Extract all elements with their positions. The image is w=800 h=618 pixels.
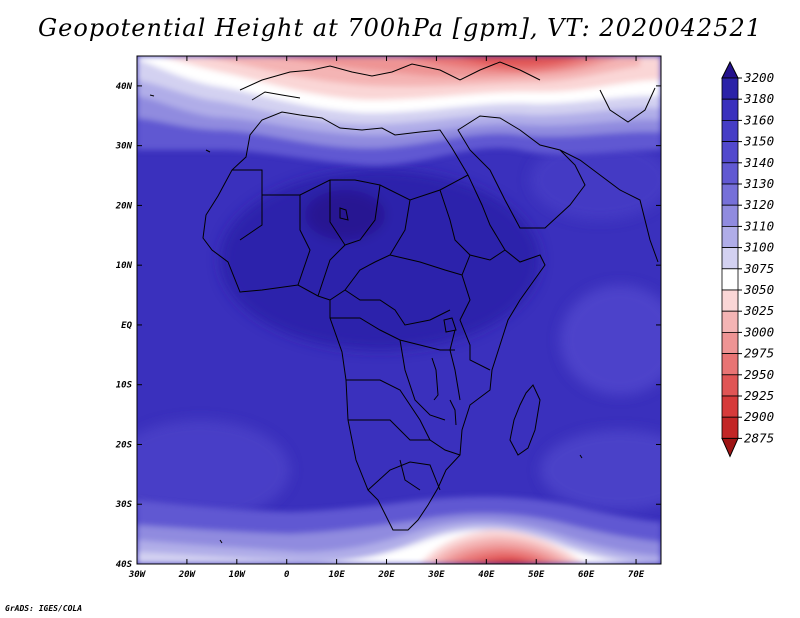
lat-tick-label: 10S [116, 381, 133, 391]
colorbar-level-label: 3120 [743, 197, 774, 212]
colorbar-swatch [721, 77, 739, 100]
height-field [137, 56, 661, 564]
colorbar-level-label: 2900 [744, 409, 774, 424]
lon-tick-label: 60E [578, 570, 595, 580]
colorbar-swatch [721, 225, 739, 248]
colorbar-swatch [721, 98, 739, 121]
colorbar-level-label: 3150 [743, 134, 774, 149]
lon-tick-label: 70E [628, 570, 645, 580]
lat-tick-label: 20N [115, 201, 133, 211]
colorbar-level-label: 2975 [744, 346, 774, 361]
colorbar-swatch [721, 268, 739, 291]
plot-frame [136, 55, 662, 565]
colorbar-level-label: 3130 [743, 176, 774, 191]
colorbar-level-label: 3025 [743, 303, 774, 318]
colorbar-bottom-arrow [721, 437, 739, 458]
colorbar-swatch [721, 204, 739, 227]
colorbar-level-label: 3140 [743, 155, 774, 170]
colorbar-swatch [721, 247, 739, 270]
lon-tick-label: 10E [328, 570, 345, 580]
colorbar-swatch [721, 183, 739, 206]
colorbar-level-label: 3000 [743, 324, 774, 339]
colorbar-level-label: 3100 [743, 240, 774, 255]
lon-tick-label: 50E [528, 570, 545, 580]
colorbar-swatch [721, 395, 739, 418]
lon-tick-label: 20W [178, 570, 197, 580]
lon-tick-label: 20E [377, 570, 395, 580]
colorbar-level-label: 3180 [743, 91, 774, 106]
colorbar-swatch [721, 141, 739, 164]
colorbar-level-label: 3200 [743, 70, 774, 85]
colorbar-level-label: 3110 [743, 218, 774, 233]
lon-tick-label: 0 [284, 570, 290, 580]
latitude-axis: 40N 30N 20N 10N EQ 10S 20S 30S 40S [115, 82, 661, 570]
colorbar-swatch [721, 120, 739, 143]
lat-tick-label: 10N [116, 261, 133, 271]
colorbar-level-label: 3050 [743, 282, 774, 297]
lat-tick-label: 30S [115, 500, 133, 510]
lon-tick-label: 10W [229, 570, 247, 580]
colorbar-swatch [721, 374, 739, 397]
coastlines [149, 61, 659, 544]
lat-tick-label: 30N [115, 142, 133, 152]
lat-tick-label: 40N [116, 82, 133, 92]
colorbar-level-label: 2925 [744, 388, 774, 403]
colorbar-swatch [721, 310, 739, 333]
colorbar-level-label: 3160 [743, 112, 774, 127]
colorbar-level-label: 2875 [744, 430, 774, 445]
longitude-axis: 30W 20W 10W 0 10E 20E 30E 40E 50E 60E 70E [128, 56, 645, 580]
colorbar: 3200 3180 3160 3150 3140 3130 3120 3110 3100 3075… [721, 60, 774, 458]
lon-tick-label: 30E [427, 570, 445, 580]
colorbar-level-label: 2950 [744, 367, 774, 382]
lat-tick-label: 20S [115, 440, 133, 450]
lat-tick-label: EQ [121, 321, 132, 331]
map-title: Geopotential Height at 700hPa [gpm], VT:… [38, 14, 762, 42]
lon-tick-label: 40E [478, 570, 495, 580]
colorbar-swatch [721, 331, 739, 354]
colorbar-swatch [721, 416, 739, 439]
lon-tick-label: 30W [128, 570, 147, 580]
colorbar-level-label: 3075 [743, 261, 774, 276]
colorbar-swatch [721, 353, 739, 376]
colorbar-swatch [721, 162, 739, 185]
lat-tick-label: 40S [116, 560, 133, 570]
grads-credit: GrADS: IGES/COLA [5, 604, 83, 613]
colorbar-swatch [721, 289, 739, 312]
colorbar-top-arrow [721, 60, 739, 79]
